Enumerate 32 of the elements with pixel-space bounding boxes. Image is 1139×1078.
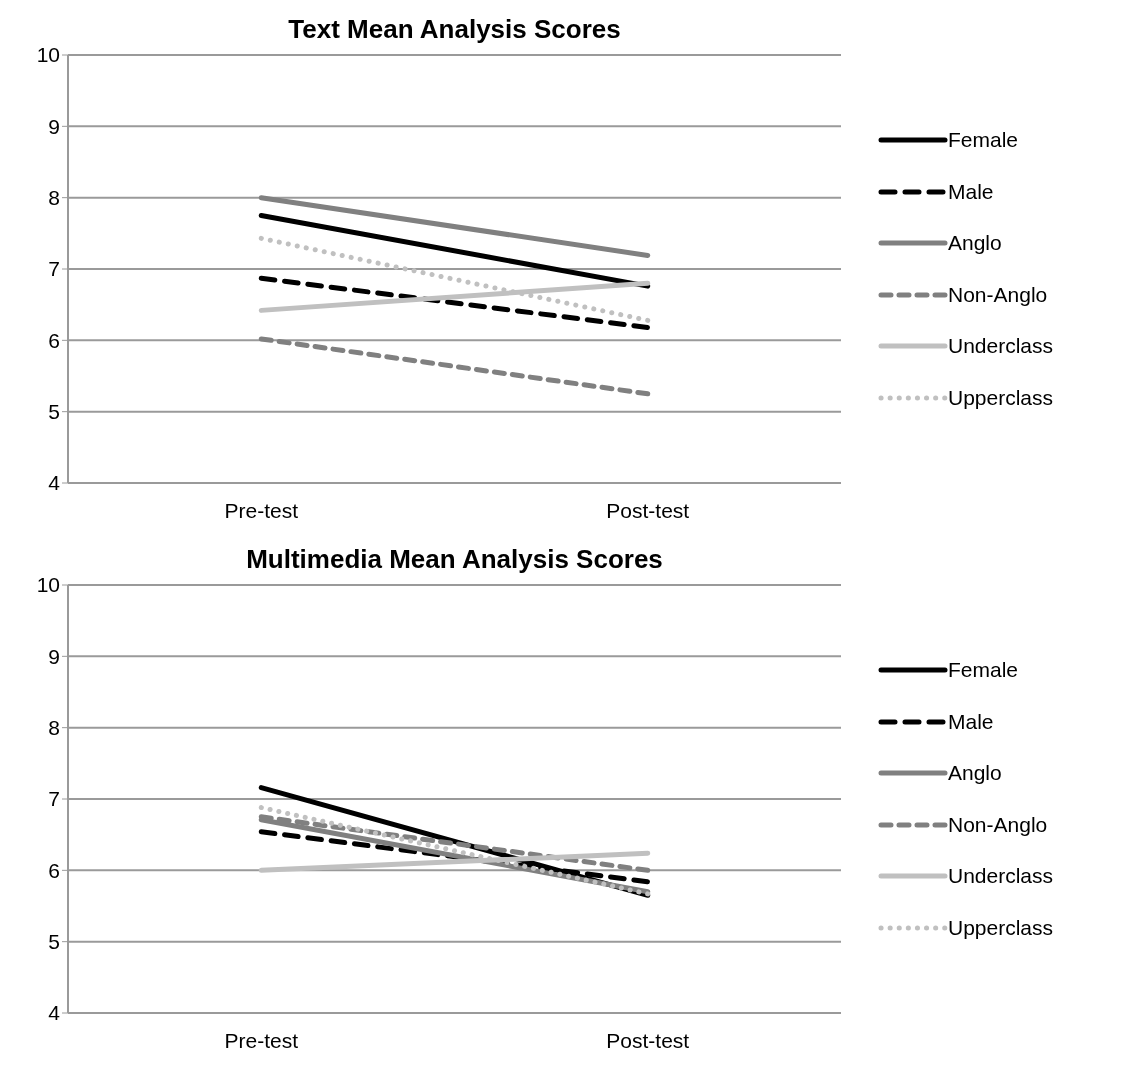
legend-label: Underclass	[948, 334, 1054, 359]
y-tick-label: 5	[48, 930, 60, 954]
legend-label: Underclass	[948, 864, 1054, 889]
y-tick-label: 10	[36, 573, 60, 597]
y-tick-label: 6	[48, 858, 60, 882]
y-tick-label: 4	[48, 471, 61, 495]
chart-title: Text Mean Analysis Scores	[287, 14, 622, 45]
y-tick-label: 9	[48, 644, 60, 668]
x-tick-label: Pre-test	[224, 1028, 299, 1052]
y-tick-label: 4	[48, 1001, 61, 1025]
y-tick-label: 10	[36, 43, 60, 67]
chart-title: Multimedia Mean Analysis Scores	[245, 544, 664, 575]
y-tick-label: 9	[48, 114, 60, 138]
y-tick-label: 7	[48, 787, 60, 811]
legend-label: Anglo	[948, 231, 1002, 256]
legend-label: Female	[948, 658, 1019, 683]
y-tick-label: 8	[48, 186, 60, 210]
legend-label: Non-Anglo	[948, 812, 1048, 837]
x-tick-label: Post-test	[606, 498, 690, 522]
y-tick-label: 5	[48, 400, 60, 424]
legend-label: Non-Anglo	[948, 282, 1048, 307]
legend-label: Anglo	[948, 761, 1002, 786]
x-tick-label: Pre-test	[224, 498, 299, 522]
legend-label: Female	[948, 128, 1019, 153]
y-tick-label: 7	[48, 257, 60, 281]
legend-label: Male	[948, 709, 994, 734]
y-tick-label: 6	[48, 328, 60, 352]
x-tick-label: Post-test	[606, 1028, 690, 1052]
legend-label: Upperclass	[948, 915, 1054, 940]
y-tick-label: 8	[48, 716, 60, 740]
legend-label: Male	[948, 179, 994, 204]
legend-label: Upperclass	[948, 385, 1054, 410]
